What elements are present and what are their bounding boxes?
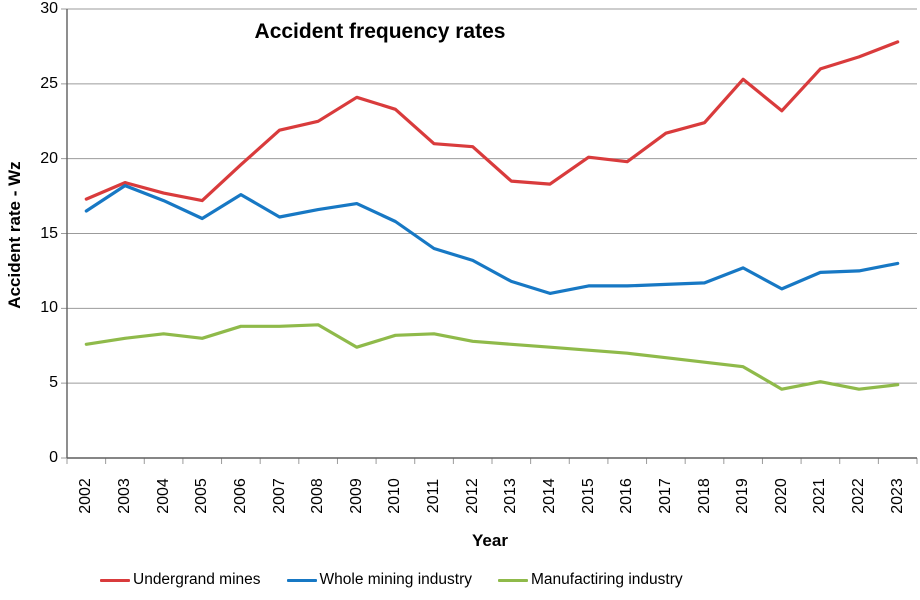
x-tick-label-2004: 2004 xyxy=(154,478,172,514)
y-tick-label-20: 20 xyxy=(40,149,58,167)
x-axis-title: Year xyxy=(472,531,508,550)
x-tick-label-2010: 2010 xyxy=(386,478,404,514)
x-tick-label-2014: 2014 xyxy=(540,478,558,514)
y-tick-label-5: 5 xyxy=(49,374,58,392)
series-line-undergrand-mines xyxy=(84,40,900,203)
legend-swatch-whole-mining-industry xyxy=(286,578,317,582)
x-tick-label-2019: 2019 xyxy=(734,478,752,514)
legend: Undergrand mines Whole mining industry Man… xyxy=(100,571,683,589)
x-tick-label-2008: 2008 xyxy=(309,478,327,514)
x-tick-label-2006: 2006 xyxy=(231,478,249,514)
x-tick-label-2011: 2011 xyxy=(425,478,443,514)
x-tick-label-2016: 2016 xyxy=(618,478,636,514)
x-tick-label-2003: 2003 xyxy=(115,478,133,514)
x-tick-label-2009: 2009 xyxy=(347,478,365,514)
legend-swatch-manufactiring-industry xyxy=(498,578,528,582)
series-line-manufactiring-industry xyxy=(84,323,900,391)
y-tick-label-30: 30 xyxy=(40,0,58,17)
legend-label-manufactiring-industry: Manufactiring industry xyxy=(531,571,683,588)
x-tick-label-2007: 2007 xyxy=(270,478,288,514)
x-tick-label-2013: 2013 xyxy=(502,478,520,514)
legend-item-whole-mining-industry: Whole mining industry xyxy=(286,571,472,589)
x-tick-label-2018: 2018 xyxy=(695,478,713,514)
x-tick-label-2017: 2017 xyxy=(656,478,674,514)
y-tick-label-0: 0 xyxy=(49,449,58,466)
x-tick-label-2005: 2005 xyxy=(193,478,211,514)
x-tick-label-2002: 2002 xyxy=(77,478,95,514)
y-tick-label-10: 10 xyxy=(40,299,58,317)
chart-title: Accident frequency rates xyxy=(254,20,506,43)
legend-label-undergrand-mines: Undergrand mines xyxy=(133,571,261,588)
x-tick-label-2021: 2021 xyxy=(811,478,829,514)
legend-item-undergrand-mines: Undergrand mines xyxy=(100,571,261,589)
x-tick-label-2022: 2022 xyxy=(850,478,868,514)
y-tick-label-15: 15 xyxy=(40,224,58,242)
x-tick-label-2012: 2012 xyxy=(463,478,481,514)
x-tick-label-2015: 2015 xyxy=(579,478,597,514)
y-tick-label-25: 25 xyxy=(40,74,58,92)
legend-label-whole-mining-industry: Whole mining industry xyxy=(319,571,472,588)
x-tick-label-2020: 2020 xyxy=(772,478,790,514)
legend-item-manufactiring-industry: Manufactiring industry xyxy=(498,571,683,589)
series-line-whole-mining-industry xyxy=(84,184,900,295)
x-tick-label-2023: 2023 xyxy=(888,478,906,514)
legend-swatch-undergrand-mines xyxy=(100,578,130,582)
